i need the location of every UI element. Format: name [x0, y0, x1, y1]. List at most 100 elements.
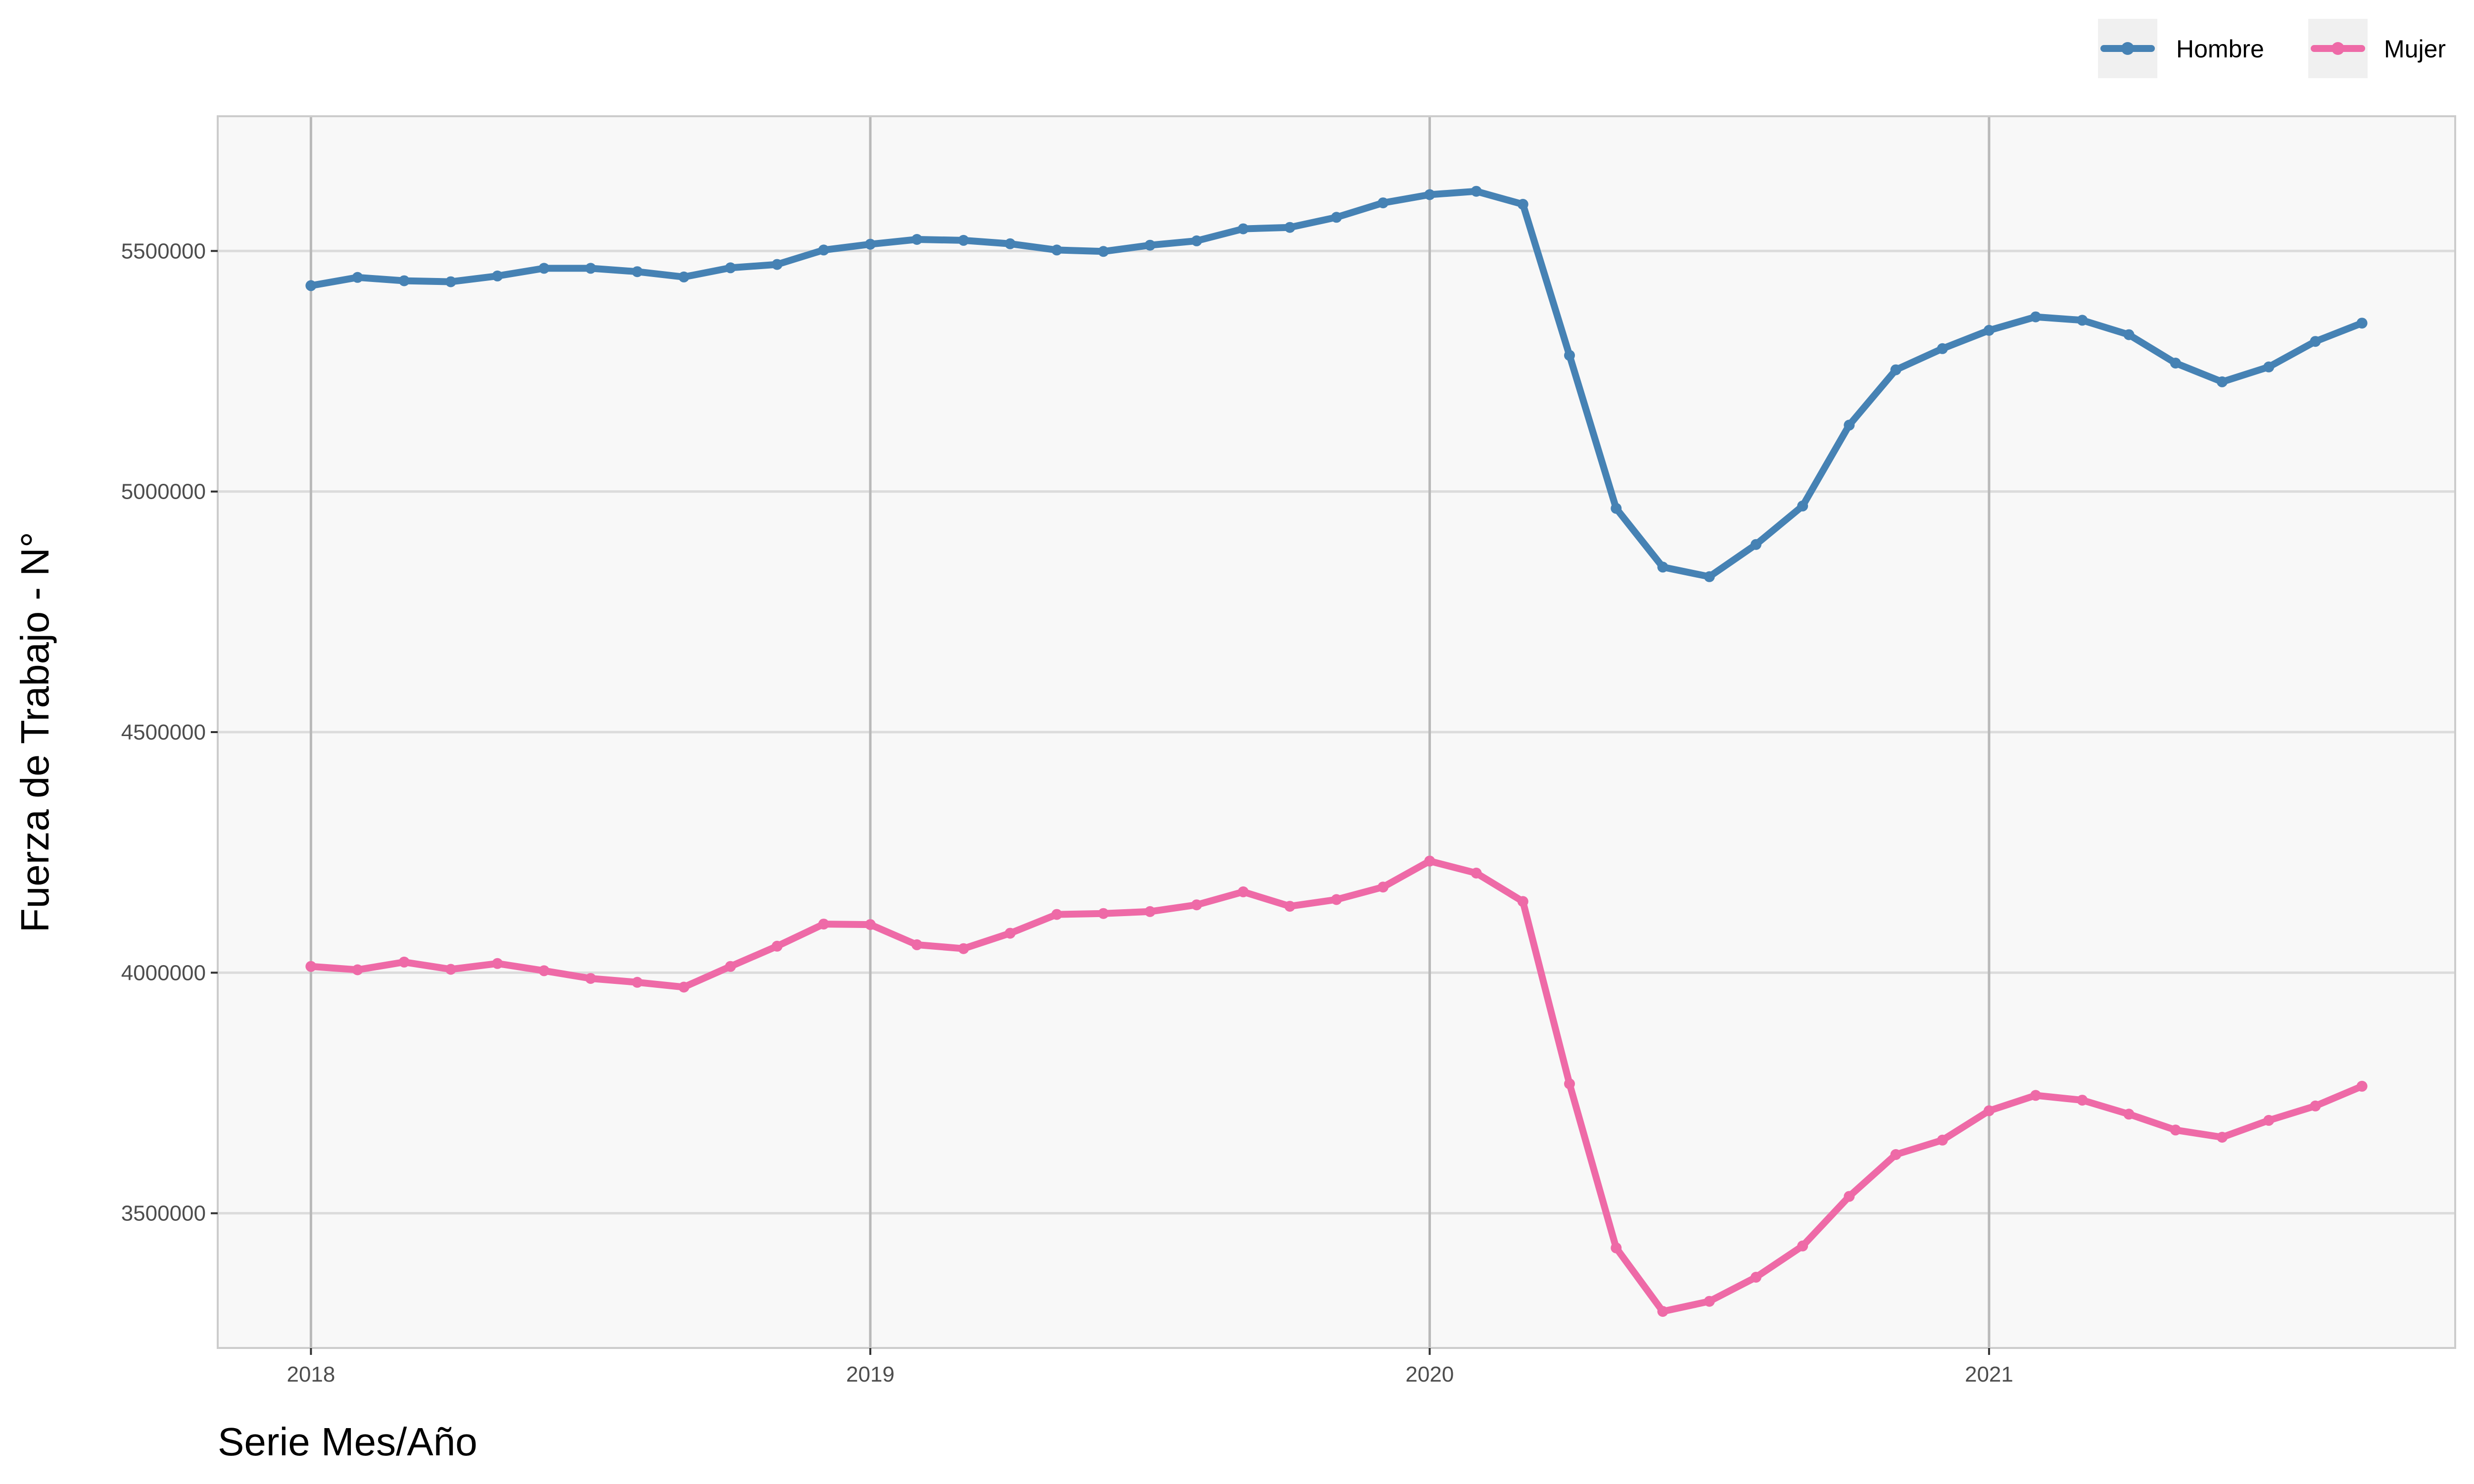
data-point-hombre — [771, 259, 783, 270]
data-point-mujer — [818, 919, 829, 930]
data-point-mujer — [538, 965, 550, 976]
data-point-hombre — [2310, 336, 2321, 347]
data-point-hombre — [1471, 186, 1482, 197]
data-point-hombre — [585, 263, 596, 274]
data-point-hombre — [352, 272, 363, 283]
x-axis-ticks: 2018 2019 2020 2021 — [286, 1348, 2013, 1387]
data-point-mujer — [1471, 868, 1482, 879]
data-point-hombre — [1517, 199, 1528, 210]
data-point-hombre — [1937, 343, 1948, 354]
data-point-hombre — [2356, 318, 2368, 329]
y-tick-label: 4500000 — [121, 720, 206, 744]
data-point-mujer — [2030, 1090, 2042, 1101]
data-point-mujer — [2263, 1114, 2275, 1126]
data-point-mujer — [1144, 906, 1156, 917]
data-point-mujer — [1750, 1272, 1761, 1283]
data-point-mujer — [2123, 1109, 2135, 1120]
data-point-mujer — [1284, 901, 1295, 912]
data-point-mujer — [1844, 1191, 1855, 1202]
legend-label-mujer: Mujer — [2384, 35, 2446, 63]
data-point-mujer — [1424, 855, 1435, 867]
data-point-hombre — [1098, 246, 1109, 257]
data-point-mujer — [585, 973, 596, 984]
data-point-mujer — [1191, 899, 1202, 911]
data-point-mujer — [1517, 896, 1528, 907]
data-point-hombre — [445, 276, 456, 287]
data-point-mujer — [1004, 928, 1016, 939]
data-point-hombre — [725, 262, 736, 274]
legend-point-hombre — [2121, 42, 2134, 55]
data-point-mujer — [1098, 908, 1109, 919]
data-point-hombre — [1890, 364, 1902, 375]
x-tick-label: 2020 — [1405, 1362, 1454, 1387]
data-point-mujer — [1797, 1240, 1808, 1252]
x-tick-label: 2021 — [1965, 1362, 2013, 1387]
data-point-mujer — [864, 919, 876, 930]
y-tick-label: 5500000 — [121, 239, 206, 263]
data-point-hombre — [538, 263, 550, 274]
data-point-mujer — [1704, 1296, 1715, 1307]
legend: Hombre Mujer — [2098, 19, 2446, 78]
x-tick-label: 2018 — [286, 1362, 335, 1387]
data-point-hombre — [305, 280, 317, 291]
data-point-mujer — [305, 961, 317, 972]
data-point-mujer — [631, 976, 643, 988]
data-point-hombre — [1797, 500, 1808, 511]
y-axis-ticks: 3500000 4000000 4500000 5000000 5500000 — [121, 239, 218, 1226]
data-point-hombre — [2123, 329, 2135, 340]
data-point-hombre — [2263, 361, 2275, 372]
data-point-hombre — [1564, 350, 1575, 361]
data-point-mujer — [678, 981, 690, 993]
data-point-hombre — [1004, 238, 1016, 249]
data-point-hombre — [2170, 358, 2181, 369]
data-point-mujer — [398, 956, 410, 968]
data-point-hombre — [1191, 235, 1202, 246]
data-point-hombre — [398, 275, 410, 286]
data-point-hombre — [1378, 197, 1389, 209]
data-point-hombre — [864, 238, 876, 250]
data-point-hombre — [818, 244, 829, 256]
x-tick-label: 2019 — [846, 1362, 895, 1387]
x-gridlines — [309, 116, 1991, 1348]
data-point-hombre — [911, 234, 923, 245]
data-point-mujer — [2170, 1124, 2181, 1136]
data-point-mujer — [1890, 1149, 1902, 1160]
data-point-mujer — [958, 943, 969, 954]
data-point-hombre — [1424, 189, 1435, 200]
data-point-hombre — [492, 270, 503, 281]
data-point-mujer — [1051, 909, 1062, 920]
data-point-hombre — [678, 271, 690, 282]
data-point-hombre — [1331, 212, 1342, 223]
series-layer — [305, 186, 2368, 1317]
y-tick-label: 4000000 — [121, 961, 206, 985]
data-point-mujer — [1331, 894, 1342, 905]
data-point-hombre — [1657, 561, 1668, 573]
data-point-mujer — [1937, 1134, 1948, 1146]
legend-point-mujer — [2331, 42, 2344, 55]
data-point-hombre — [631, 266, 643, 278]
data-point-mujer — [445, 964, 456, 975]
data-point-hombre — [1144, 239, 1156, 251]
data-point-mujer — [2077, 1095, 2088, 1106]
data-point-hombre — [1750, 539, 1761, 550]
data-point-hombre — [1704, 571, 1715, 582]
y-tick-label: 3500000 — [121, 1202, 206, 1226]
data-point-mujer — [1657, 1306, 1668, 1317]
data-point-mujer — [1378, 881, 1389, 893]
y-gridlines — [218, 249, 2455, 1215]
data-point-mujer — [492, 958, 503, 969]
data-point-hombre — [1983, 325, 1995, 336]
data-point-mujer — [1611, 1242, 1622, 1253]
data-point-hombre — [958, 234, 969, 246]
data-point-mujer — [911, 939, 923, 950]
data-point-mujer — [2217, 1132, 2228, 1143]
data-point-mujer — [771, 940, 783, 952]
y-axis-title: Fuerza de Trabajo - N° — [13, 532, 57, 932]
data-point-hombre — [1284, 222, 1295, 233]
y-tick-label: 5000000 — [121, 480, 206, 504]
data-point-hombre — [1611, 503, 1622, 514]
data-point-mujer — [2310, 1100, 2321, 1112]
data-point-mujer — [2356, 1080, 2368, 1092]
data-point-mujer — [725, 961, 736, 972]
